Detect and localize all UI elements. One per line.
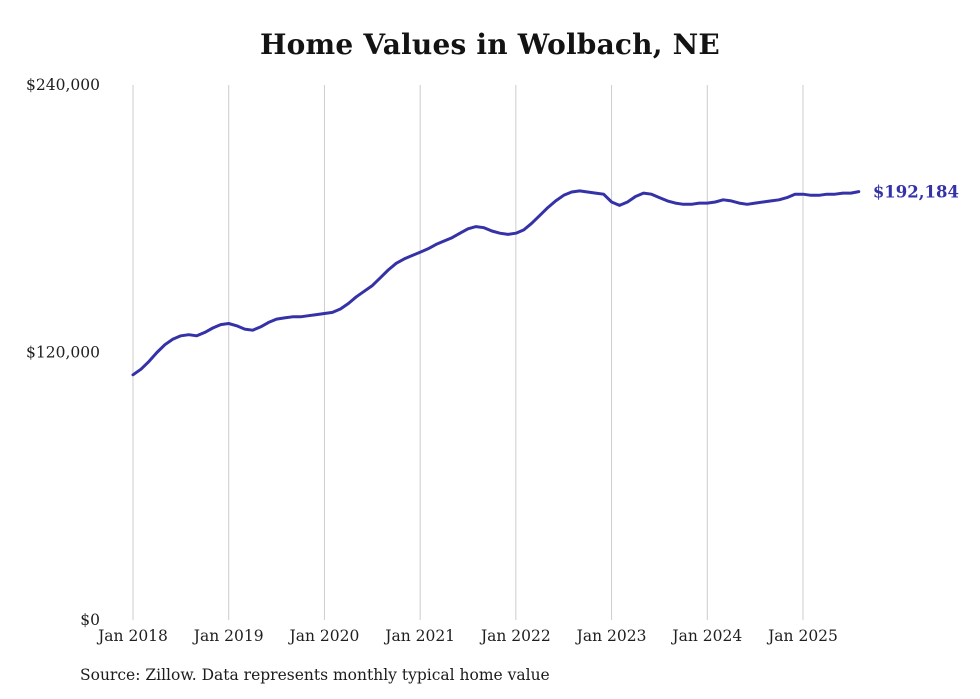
x-axis-label: Jan 2023 — [575, 627, 647, 645]
x-axis-label: Jan 2021 — [383, 627, 455, 645]
x-axis-label: Jan 2024 — [670, 627, 742, 645]
y-axis-label: $120,000 — [26, 344, 100, 362]
x-axis-label: Jan 2018 — [96, 627, 168, 645]
x-axis-label: Jan 2019 — [192, 627, 264, 645]
y-axis-label: $0 — [80, 611, 100, 629]
chart-title: Home Values in Wolbach, NE — [260, 28, 720, 61]
x-axis-label: Jan 2025 — [766, 627, 838, 645]
y-axis-label: $240,000 — [26, 76, 100, 94]
end-value-label: $192,184 — [873, 183, 959, 202]
source-note: Source: Zillow. Data represents monthly … — [80, 666, 550, 684]
series-line — [131, 189, 861, 377]
x-axis-label: Jan 2022 — [479, 627, 551, 645]
x-axis-label: Jan 2020 — [288, 627, 360, 645]
